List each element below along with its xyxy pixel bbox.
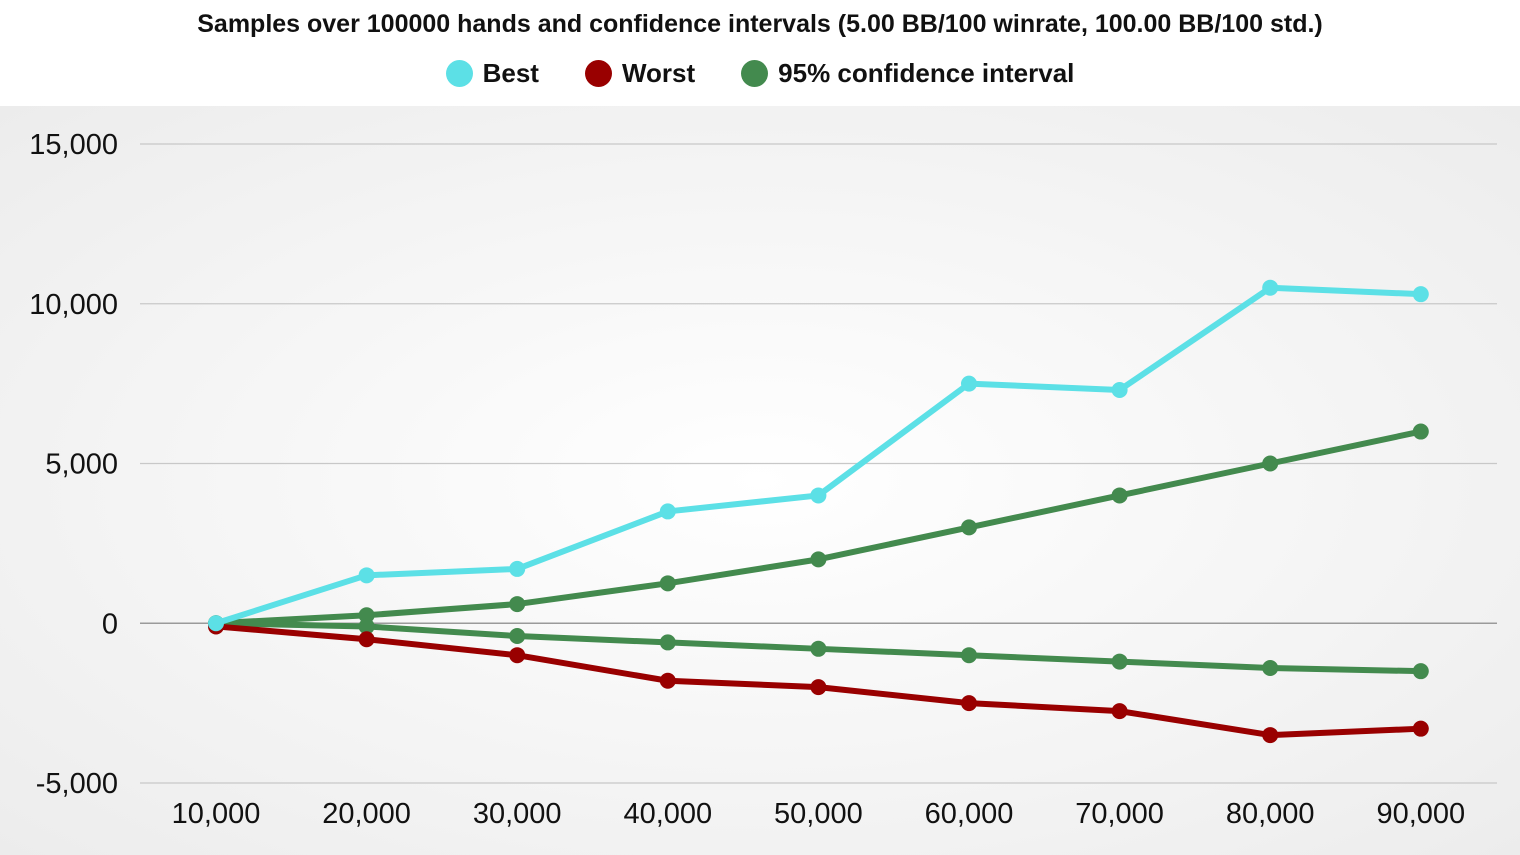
data-point[interactable]	[810, 487, 827, 504]
x-tick-label: 10,000	[172, 798, 261, 830]
legend-label-confidence-interval: 95% confidence interval	[778, 58, 1075, 88]
data-point[interactable]	[659, 503, 676, 520]
data-point[interactable]	[1111, 653, 1128, 670]
data-point[interactable]	[659, 575, 676, 592]
grid-layer	[140, 143, 1497, 784]
legend-item-best[interactable]: Best	[445, 58, 539, 89]
y-tick-label: 10,000	[29, 289, 118, 321]
data-point[interactable]	[1412, 286, 1429, 303]
data-point[interactable]	[1262, 659, 1279, 676]
data-point[interactable]	[509, 628, 526, 645]
data-point[interactable]	[1111, 382, 1128, 399]
series-0	[208, 279, 1429, 632]
data-point[interactable]	[1262, 727, 1279, 744]
data-point[interactable]	[1111, 487, 1128, 504]
data-point[interactable]	[509, 560, 526, 577]
x-axis-ticks: 10,000 20,000 30,000 40,000 50,000 60,000 70,0…	[172, 798, 1466, 830]
x-tick-label: 50,000	[774, 798, 863, 830]
x-tick-label: 60,000	[925, 798, 1014, 830]
legend-label-worst: Worst	[621, 58, 696, 88]
data-point[interactable]	[358, 618, 375, 635]
x-tick-label: 70,000	[1075, 798, 1164, 830]
legend-swatch-best	[445, 60, 473, 87]
x-tick-label: 90,000	[1376, 798, 1465, 830]
series-layer	[208, 279, 1429, 744]
x-tick-label: 40,000	[623, 798, 712, 830]
data-point[interactable]	[208, 615, 224, 632]
data-point[interactable]	[659, 634, 676, 651]
data-point[interactable]	[1412, 720, 1429, 737]
series-1	[208, 618, 1429, 744]
data-point[interactable]	[961, 695, 977, 712]
data-point[interactable]	[509, 647, 526, 664]
legend: Best Worst 95% confidence interval	[0, 58, 1520, 89]
data-point[interactable]	[810, 551, 827, 568]
data-point[interactable]	[659, 672, 676, 689]
data-point[interactable]	[1412, 423, 1429, 440]
plot-background	[0, 106, 1520, 855]
x-tick-label: 20,000	[322, 798, 411, 830]
x-tick-label: 30,000	[473, 798, 562, 830]
data-point[interactable]	[509, 596, 526, 613]
legend-swatch-worst	[584, 60, 612, 87]
chart-title: Samples over 100000 hands and confidence…	[197, 10, 1323, 38]
y-tick-label: 0	[102, 608, 118, 640]
legend-label-best: Best	[482, 58, 539, 88]
data-point[interactable]	[1262, 455, 1279, 472]
x-tick-label: 80,000	[1226, 798, 1315, 830]
legend-item-worst[interactable]: Worst	[584, 58, 696, 89]
data-point[interactable]	[1412, 663, 1429, 680]
data-point[interactable]	[358, 607, 375, 624]
y-tick-label: 15,000	[29, 129, 118, 161]
data-point[interactable]	[961, 519, 977, 536]
y-axis-ticks: -5,000 0 5,000 10,000 15,000	[29, 129, 118, 800]
y-tick-label: 5,000	[45, 449, 118, 481]
data-point[interactable]	[810, 679, 827, 696]
legend-item-confidence-interval[interactable]: 95% confidence interval	[741, 58, 1074, 89]
data-point[interactable]	[358, 567, 375, 584]
legend-swatch-confidence-interval	[741, 60, 769, 87]
data-point[interactable]	[1262, 279, 1279, 296]
data-point[interactable]	[961, 647, 977, 664]
series-3	[208, 615, 1429, 680]
data-point[interactable]	[961, 375, 977, 392]
data-point[interactable]	[810, 640, 827, 657]
y-tick-label: -5,000	[36, 768, 118, 800]
data-point[interactable]	[358, 631, 375, 648]
data-point[interactable]	[1111, 703, 1128, 720]
